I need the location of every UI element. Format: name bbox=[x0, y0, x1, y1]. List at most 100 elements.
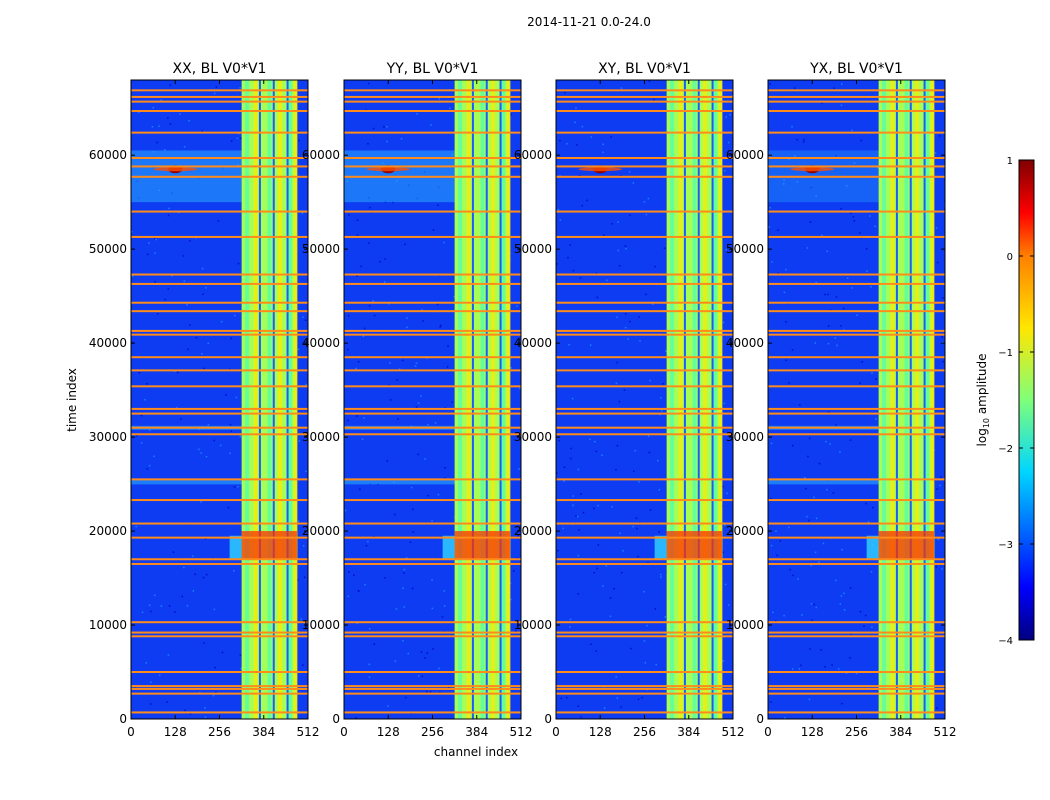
noise-pixel bbox=[724, 524, 726, 526]
x-tick-label: 512 bbox=[934, 725, 957, 739]
noise-pixel bbox=[347, 595, 350, 597]
y-tick-label: 60000 bbox=[726, 148, 764, 162]
noise-pixel bbox=[384, 577, 386, 579]
noise-pixel bbox=[368, 628, 371, 630]
noise-pixel bbox=[514, 630, 517, 632]
noise-pixel bbox=[386, 140, 388, 143]
noise-pixel bbox=[821, 234, 823, 237]
y-tick-label: 20000 bbox=[726, 524, 764, 538]
noise-pixel bbox=[303, 576, 306, 579]
flagged-row bbox=[556, 522, 733, 525]
noise-pixel bbox=[201, 267, 204, 270]
flagged-row bbox=[556, 631, 733, 634]
noise-pixel bbox=[431, 607, 434, 610]
noise-pixel bbox=[825, 440, 827, 443]
noise-pixel bbox=[632, 182, 635, 184]
noise-pixel bbox=[863, 625, 865, 627]
channel-stripe bbox=[288, 80, 293, 719]
noise-pixel bbox=[569, 626, 571, 628]
noise-pixel bbox=[148, 242, 150, 244]
noise-pixel bbox=[939, 484, 941, 487]
noise-pixel bbox=[389, 399, 392, 401]
noise-pixel bbox=[135, 434, 138, 437]
noise-pixel bbox=[517, 534, 519, 537]
noise-pixel bbox=[425, 690, 428, 693]
flagged-row bbox=[131, 273, 308, 276]
noise-pixel bbox=[833, 87, 835, 89]
noise-pixel bbox=[826, 250, 828, 253]
noise-pixel bbox=[827, 293, 829, 296]
noise-pixel bbox=[168, 605, 171, 607]
noise-pixel bbox=[611, 223, 613, 225]
noise-pixel bbox=[638, 316, 640, 318]
noise-pixel bbox=[841, 83, 843, 85]
noise-pixel bbox=[420, 651, 423, 653]
noise-pixel bbox=[793, 87, 796, 89]
flagged-row bbox=[768, 235, 945, 238]
noise-pixel bbox=[843, 592, 845, 595]
noise-pixel bbox=[660, 410, 663, 412]
flagged-row bbox=[131, 412, 308, 415]
flagged-row bbox=[768, 95, 945, 98]
noise-pixel bbox=[627, 338, 629, 340]
noise-pixel bbox=[415, 362, 418, 364]
channel-gap bbox=[272, 80, 275, 719]
noise-pixel bbox=[427, 423, 429, 426]
noise-pixel bbox=[424, 458, 426, 460]
noise-pixel bbox=[624, 313, 627, 315]
noise-pixel bbox=[843, 609, 846, 611]
noise-pixel bbox=[357, 360, 360, 363]
noise-pixel bbox=[160, 99, 163, 101]
channel-stripe bbox=[718, 80, 723, 719]
noise-pixel bbox=[204, 707, 206, 709]
noise-pixel bbox=[791, 349, 794, 351]
noise-pixel bbox=[772, 611, 774, 614]
flagged-row bbox=[556, 478, 733, 481]
flagged-row bbox=[131, 711, 308, 714]
noise-pixel bbox=[298, 139, 300, 142]
flagged-row bbox=[131, 536, 308, 539]
flagged-row bbox=[556, 407, 733, 410]
noise-pixel bbox=[566, 143, 568, 145]
noise-pixel bbox=[851, 287, 853, 289]
channel-gap bbox=[286, 80, 289, 719]
noise-pixel bbox=[439, 324, 442, 327]
noise-pixel bbox=[652, 303, 654, 305]
flagged-row bbox=[131, 671, 308, 674]
flagged-row bbox=[344, 433, 521, 436]
noise-pixel bbox=[798, 668, 801, 670]
noise-pixel bbox=[866, 270, 868, 272]
noise-pixel bbox=[731, 438, 733, 440]
noise-pixel bbox=[658, 531, 660, 533]
flagged-row bbox=[768, 562, 945, 565]
flagged-row bbox=[768, 407, 945, 410]
noise-pixel bbox=[936, 707, 938, 709]
noise-pixel bbox=[809, 221, 812, 223]
noise-pixel bbox=[620, 706, 622, 708]
flagged-row bbox=[344, 426, 521, 429]
noise-pixel bbox=[639, 339, 641, 342]
noise-pixel bbox=[202, 576, 205, 579]
figure-title: 2014-11-21 0.0-24.0 bbox=[527, 15, 651, 29]
noise-pixel bbox=[424, 657, 426, 659]
noise-pixel bbox=[602, 143, 604, 146]
noise-pixel bbox=[814, 551, 817, 554]
noise-pixel bbox=[444, 466, 446, 469]
flagged-row bbox=[556, 426, 733, 429]
flagged-row bbox=[344, 407, 521, 410]
y-tick-label: 40000 bbox=[514, 336, 552, 350]
flagged-row bbox=[131, 235, 308, 238]
flagged-row bbox=[768, 333, 945, 336]
noise-pixel bbox=[649, 509, 652, 511]
noise-pixel bbox=[301, 212, 304, 215]
noise-pixel bbox=[810, 603, 813, 605]
noise-pixel bbox=[240, 370, 242, 373]
y-tick-label: 0 bbox=[119, 712, 127, 726]
noise-pixel bbox=[155, 238, 157, 241]
noise-pixel bbox=[219, 444, 222, 447]
noise-pixel bbox=[796, 181, 799, 183]
noise-pixel bbox=[638, 481, 640, 483]
noise-pixel bbox=[648, 451, 651, 454]
noise-pixel bbox=[858, 232, 861, 234]
flagged-row bbox=[556, 100, 733, 103]
